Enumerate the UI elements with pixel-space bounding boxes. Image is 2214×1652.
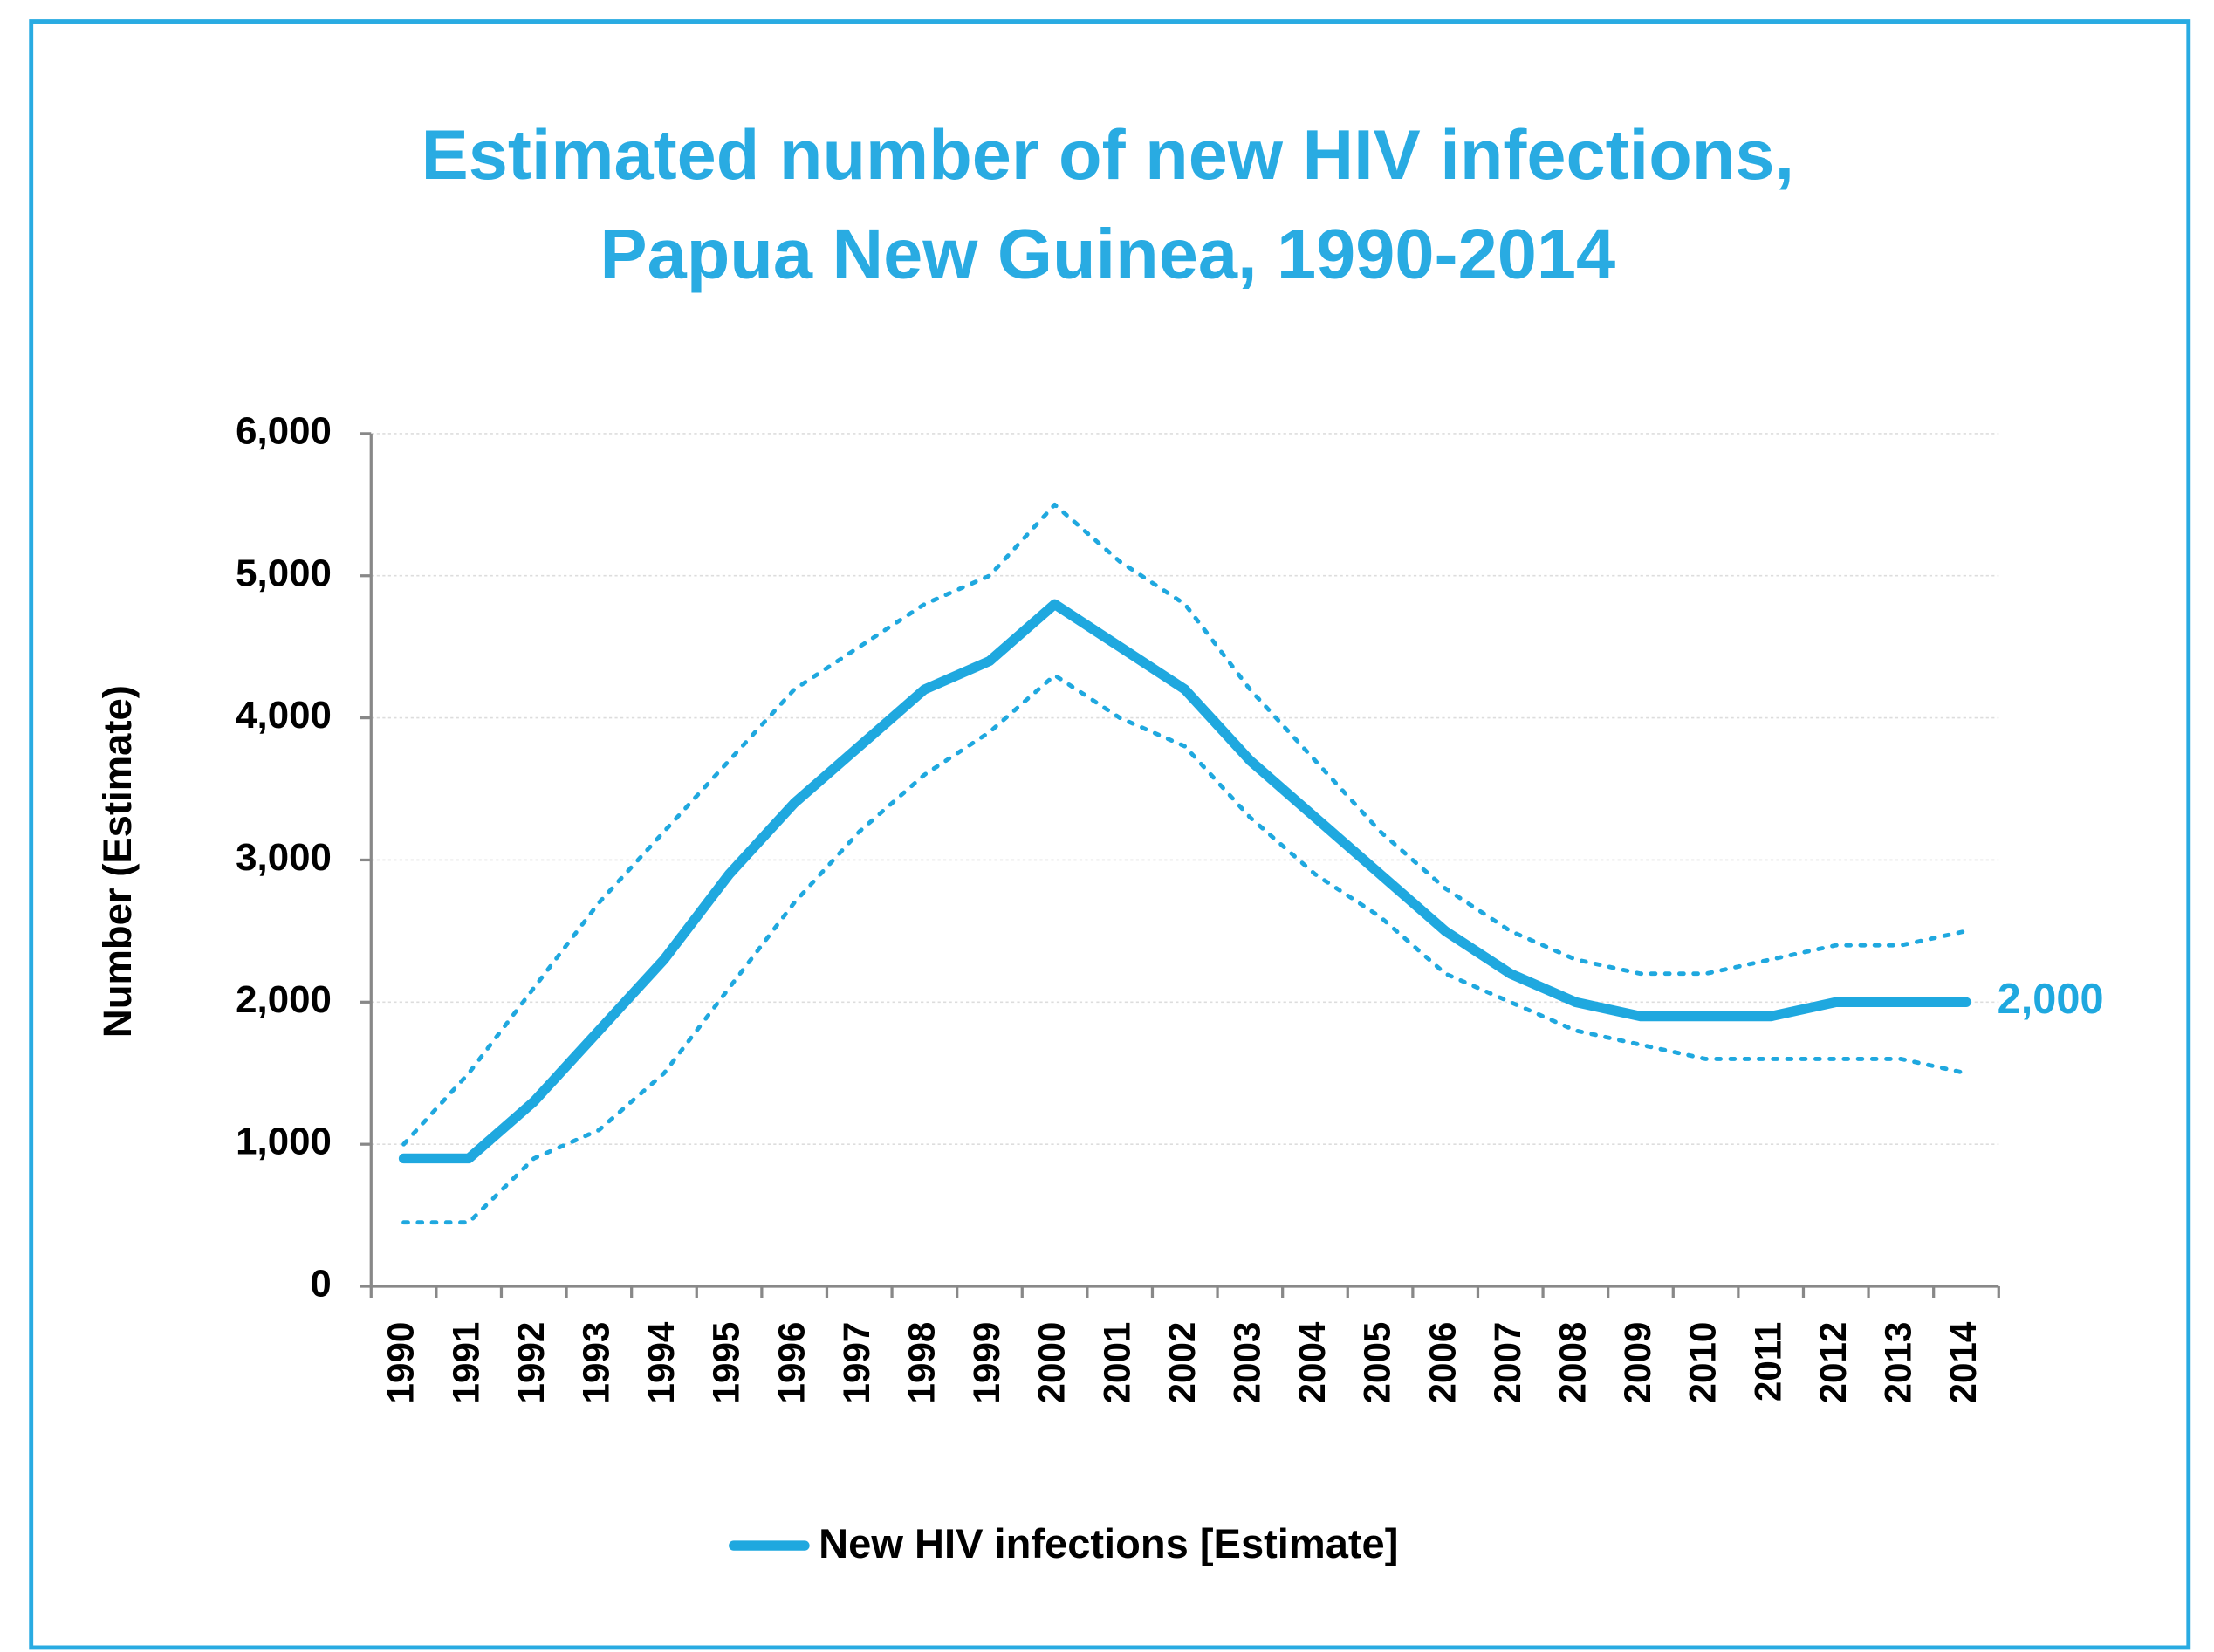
x-tick-label: 1996: [771, 1322, 812, 1404]
bound-line: [401, 502, 1969, 1147]
x-tick-label: 1995: [706, 1322, 747, 1404]
x-tick-label: 2007: [1487, 1322, 1528, 1404]
bound-line: [401, 673, 1969, 1225]
x-tick-label: 2006: [1422, 1322, 1463, 1404]
x-tick-label: 2002: [1162, 1322, 1203, 1404]
x-tick-label: 2004: [1292, 1321, 1333, 1403]
y-tick-label: 0: [310, 1263, 331, 1306]
legend-label: New HIV infections [Estimate]: [819, 1520, 1398, 1566]
y-tick-label: 2,000: [236, 978, 332, 1021]
x-tick-label: 2009: [1617, 1322, 1658, 1404]
x-tick-label: 1991: [445, 1322, 486, 1404]
x-tick-label: 2013: [1878, 1322, 1919, 1404]
y-tick-label: 4,000: [236, 694, 332, 737]
series-line: [398, 599, 1971, 1164]
x-tick-label: 1994: [641, 1321, 682, 1403]
x-tick-label: 1997: [836, 1322, 877, 1404]
x-tick-label: 2010: [1683, 1322, 1724, 1404]
chart-title: Estimated number of new HIV infections,: [422, 116, 1794, 195]
x-tick-label: 2001: [1096, 1322, 1137, 1404]
y-tick-label: 5,000: [236, 552, 332, 594]
y-tick-label: 1,000: [236, 1121, 332, 1163]
y-tick-label: 6,000: [236, 409, 332, 452]
x-tick-label: 2012: [1813, 1322, 1854, 1404]
x-tick-label: 1990: [380, 1322, 422, 1404]
x-tick-label: 2008: [1553, 1322, 1594, 1404]
y-tick-label: 3,000: [236, 836, 332, 879]
x-tick-label: 2000: [1032, 1322, 1073, 1404]
x-tick-label: 2005: [1357, 1322, 1398, 1404]
y-axis-label: Number (Estimate): [95, 685, 140, 1038]
x-tick-label: 2003: [1227, 1322, 1268, 1404]
x-tick-label: 1993: [576, 1322, 617, 1404]
chart-subtitle: Papua New Guinea, 1990-2014: [600, 216, 1616, 294]
x-tick-label: 2011: [1747, 1322, 1788, 1402]
x-tick-label: 1992: [511, 1322, 552, 1404]
x-tick-label: 1998: [901, 1322, 942, 1404]
data-label: 2,000: [1998, 976, 2104, 1023]
x-tick-label: 2014: [1943, 1321, 1984, 1403]
frame: [29, 19, 2191, 1650]
x-tick-label: 1999: [966, 1322, 1007, 1404]
